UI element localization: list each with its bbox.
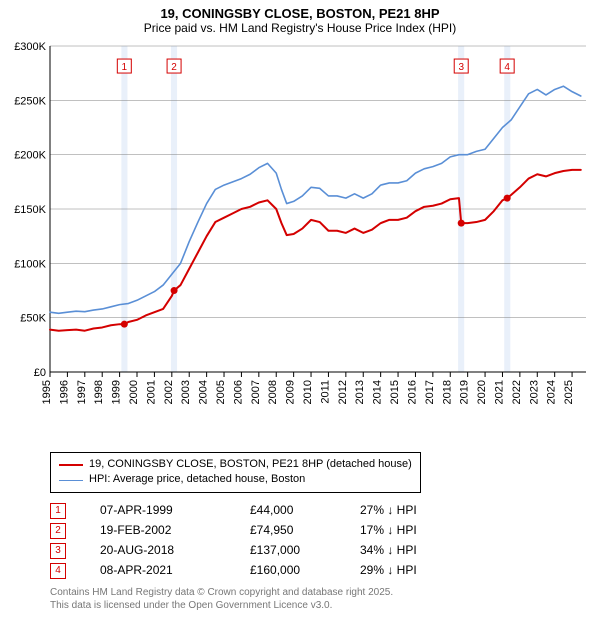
footnote: Contains HM Land Registry data © Crown c… xyxy=(50,586,393,612)
svg-text:2023: 2023 xyxy=(528,380,540,404)
svg-text:2024: 2024 xyxy=(546,380,558,404)
svg-text:2012: 2012 xyxy=(337,380,349,404)
svg-text:2013: 2013 xyxy=(354,380,366,404)
legend-swatch xyxy=(59,464,83,466)
footnote-line-2: This data is licensed under the Open Gov… xyxy=(50,599,393,612)
event-date: 07-APR-1999 xyxy=(100,503,250,517)
svg-text:2017: 2017 xyxy=(424,380,436,404)
events-table: 1 07-APR-1999£44,00027% ↓ HPI 2 19-FEB-2002… xyxy=(50,500,470,580)
footnote-line-1: Contains HM Land Registry data © Crown c… xyxy=(50,586,393,599)
svg-text:2018: 2018 xyxy=(441,380,453,404)
svg-text:1995: 1995 xyxy=(41,380,53,404)
chart-subtitle: Price paid vs. HM Land Registry's House … xyxy=(0,21,600,37)
event-price: £44,000 xyxy=(250,503,360,517)
svg-text:2009: 2009 xyxy=(285,380,297,404)
event-delta: 27% ↓ HPI xyxy=(360,503,470,517)
event-delta: 17% ↓ HPI xyxy=(360,523,470,537)
svg-text:2001: 2001 xyxy=(145,380,157,404)
event-marker-2: 2 xyxy=(50,523,66,539)
svg-text:1998: 1998 xyxy=(93,380,105,404)
svg-text:2010: 2010 xyxy=(302,380,314,404)
legend-item: 19, CONINGSBY CLOSE, BOSTON, PE21 8HP (d… xyxy=(59,457,412,472)
table-row: 2 19-FEB-2002£74,95017% ↓ HPI xyxy=(50,520,470,540)
svg-text:2006: 2006 xyxy=(232,380,244,404)
svg-text:4: 4 xyxy=(504,62,510,73)
svg-text:2014: 2014 xyxy=(372,380,384,404)
svg-text:2020: 2020 xyxy=(476,380,488,404)
event-date: 20-AUG-2018 xyxy=(100,543,250,557)
event-price: £74,950 xyxy=(250,523,360,537)
legend-label: HPI: Average price, detached house, Bost… xyxy=(89,472,305,487)
svg-text:2022: 2022 xyxy=(511,380,523,404)
event-marker-1: 1 xyxy=(50,503,66,519)
svg-text:2000: 2000 xyxy=(128,380,140,404)
svg-text:£250K: £250K xyxy=(14,95,46,107)
svg-text:£50K: £50K xyxy=(20,313,46,325)
svg-text:2025: 2025 xyxy=(563,380,575,404)
legend-item: HPI: Average price, detached house, Bost… xyxy=(59,472,412,487)
svg-text:2011: 2011 xyxy=(319,380,331,404)
svg-text:2007: 2007 xyxy=(250,380,262,404)
svg-text:2005: 2005 xyxy=(215,380,227,404)
svg-text:2021: 2021 xyxy=(493,380,505,404)
svg-text:2016: 2016 xyxy=(406,380,418,404)
line-chart-svg: £0 £50K £100K £150K £200K £250K £300K 1995 1996 1… xyxy=(0,38,600,418)
svg-text:2002: 2002 xyxy=(163,380,175,404)
svg-text:1996: 1996 xyxy=(58,380,70,404)
event-delta: 34% ↓ HPI xyxy=(360,543,470,557)
chart-area: £0 £50K £100K £150K £200K £250K £300K 1995 1996 1… xyxy=(0,38,600,418)
table-row: 3 20-AUG-2018£137,00034% ↓ HPI xyxy=(50,540,470,560)
event-price: £137,000 xyxy=(250,543,360,557)
event-delta: 29% ↓ HPI xyxy=(360,563,470,577)
event-date: 08-APR-2021 xyxy=(100,563,250,577)
svg-text:1997: 1997 xyxy=(76,380,88,404)
legend-swatch xyxy=(59,480,83,481)
svg-text:2015: 2015 xyxy=(389,380,401,404)
svg-text:3: 3 xyxy=(458,62,464,73)
svg-text:£150K: £150K xyxy=(14,204,46,216)
svg-text:1999: 1999 xyxy=(111,380,123,404)
legend-label: 19, CONINGSBY CLOSE, BOSTON, PE21 8HP (d… xyxy=(89,457,412,472)
svg-text:2004: 2004 xyxy=(198,380,210,404)
table-row: 4 08-APR-2021£160,00029% ↓ HPI xyxy=(50,560,470,580)
svg-text:2003: 2003 xyxy=(180,380,192,404)
svg-text:1: 1 xyxy=(122,62,128,73)
legend-box: 19, CONINGSBY CLOSE, BOSTON, PE21 8HP (d… xyxy=(50,452,421,493)
svg-text:£200K: £200K xyxy=(14,150,46,162)
svg-text:£0: £0 xyxy=(34,367,46,379)
svg-text:2008: 2008 xyxy=(267,380,279,404)
table-row: 1 07-APR-1999£44,00027% ↓ HPI xyxy=(50,500,470,520)
svg-text:2: 2 xyxy=(171,62,177,73)
event-date: 19-FEB-2002 xyxy=(100,523,250,537)
svg-text:£300K: £300K xyxy=(14,41,46,53)
event-price: £160,000 xyxy=(250,563,360,577)
chart-title: 19, CONINGSBY CLOSE, BOSTON, PE21 8HP xyxy=(0,0,600,21)
svg-text:2019: 2019 xyxy=(459,380,471,404)
event-marker-3: 3 xyxy=(50,543,66,559)
event-marker-4: 4 xyxy=(50,563,66,579)
svg-text:£100K: £100K xyxy=(14,258,46,270)
